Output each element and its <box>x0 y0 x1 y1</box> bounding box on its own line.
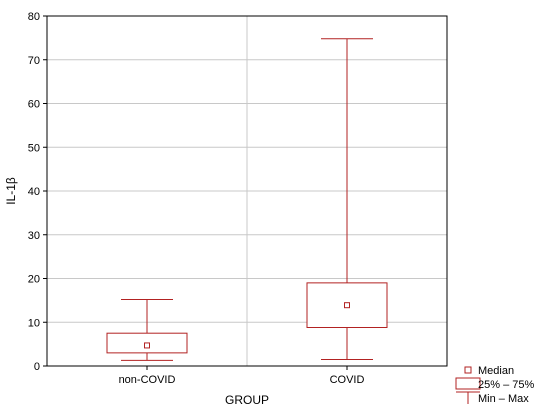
y-tick-label: 80 <box>28 11 40 23</box>
legend-label: Min – Max <box>478 393 529 405</box>
x-tick-label: COVID <box>330 374 365 386</box>
legend-box-icon <box>455 377 481 390</box>
y-tick-label: 0 <box>34 361 40 373</box>
y-tick-label: 50 <box>28 142 40 154</box>
box-layer <box>106 38 388 361</box>
legend-label: 25% – 75% <box>478 379 534 391</box>
median-marker <box>144 342 150 349</box>
legend-item-whisker: Min – Max <box>456 391 529 405</box>
y-tick-label: 60 <box>28 99 40 111</box>
legend: Median 25% – 75% Min – Max <box>455 365 534 405</box>
y-tick-label: 30 <box>28 230 40 242</box>
legend-label: Median <box>478 365 514 377</box>
y-tick-label: 40 <box>28 186 40 198</box>
tick-layer: 0 10 20 30 40 50 60 70 80 non-COVID COVID <box>28 11 365 386</box>
y-tick-label: 70 <box>28 55 40 67</box>
box-covid <box>306 38 388 360</box>
median-marker <box>344 302 350 309</box>
iqr-box <box>306 282 388 328</box>
y-tick-label: 10 <box>28 317 40 329</box>
legend-item-box: 25% – 75% <box>455 377 534 391</box>
y-tick-label: 20 <box>28 274 40 286</box>
grid-layer <box>47 16 447 366</box>
legend-item-small-square: Median <box>464 365 514 377</box>
box-non-covid <box>106 299 188 361</box>
legend-median-icon <box>464 366 472 374</box>
x-tick-label: non-COVID <box>119 374 176 386</box>
y-axis-title: IL-1β <box>4 177 18 205</box>
x-axis-title: GROUP <box>225 393 269 407</box>
